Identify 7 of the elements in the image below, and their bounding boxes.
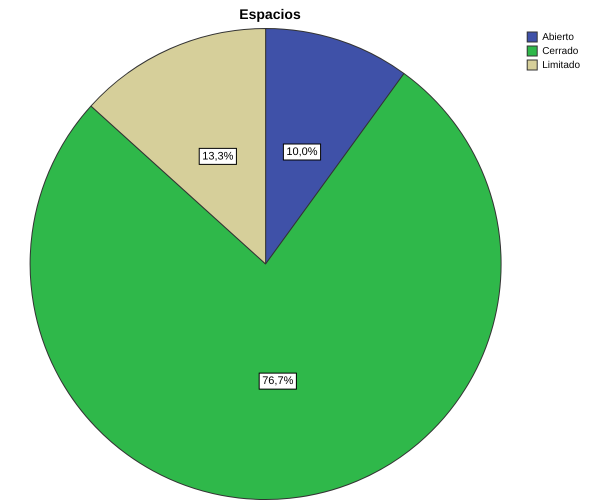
legend-label: Limitado [542, 60, 580, 71]
data-label: 13,3% [202, 150, 234, 162]
legend-label: Cerrado [542, 46, 579, 57]
chart-title: Espacios [238, 6, 302, 22]
data-label: 10,0% [286, 146, 318, 158]
data-label: 76,7% [262, 375, 294, 388]
legend-label: Abierto [542, 32, 574, 43]
